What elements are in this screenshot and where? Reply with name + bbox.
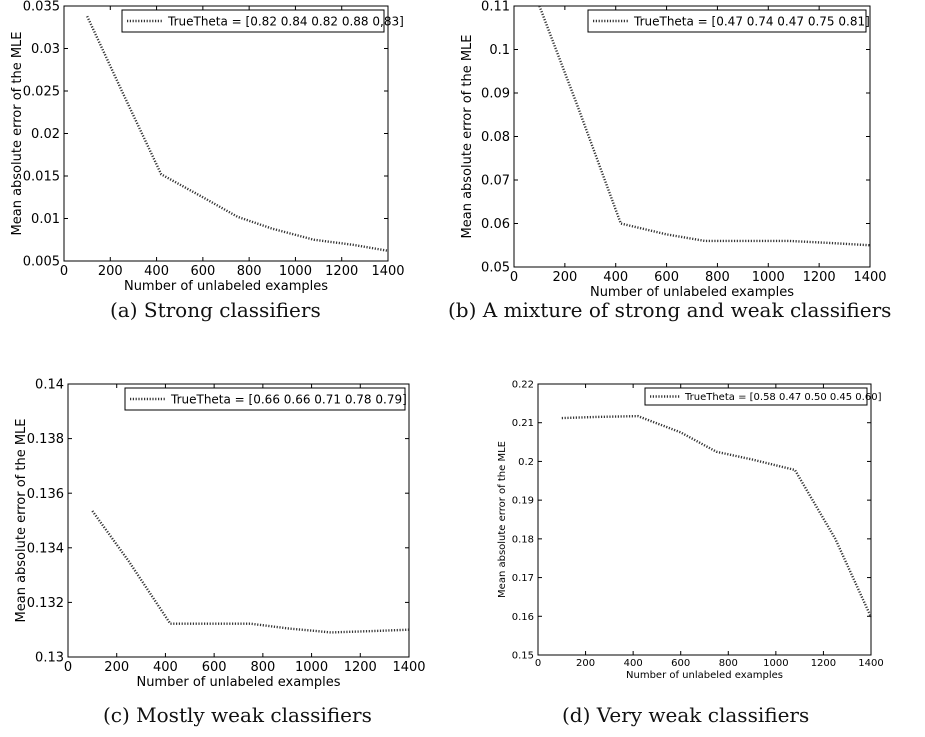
plot-frame: [63, 5, 389, 262]
plot-frame: [513, 5, 871, 268]
x-tick-label: 600: [190, 264, 215, 279]
legend-box: [121, 9, 385, 33]
series-line: [538, 5, 871, 247]
y-axis-label: Mean absolute error of the MLE: [497, 441, 508, 598]
x-tick-label: 1000: [279, 264, 312, 279]
x-axis-label: Number of unlabeled examples: [626, 670, 783, 681]
x-tick-label: 400: [144, 264, 169, 279]
legend-label: TrueTheta = [0.58 0.47 0.50 0.45 0.60]: [684, 392, 882, 403]
x-tick-label: 1000: [752, 270, 785, 285]
chart-panel-a: 0 200 400 600 800 1000 1200 1400 0.005 0.01 0.015 0…: [0, 0, 462, 340]
y-tick-label: 0.14: [35, 378, 64, 393]
y-tick-label: 0.015: [23, 170, 60, 185]
y-tick-label: 0.138: [27, 432, 64, 447]
x-axis-label: Number of unlabeled examples: [136, 675, 340, 690]
chart-panel-b: 0 200 400 600 800 1000 1200 1400 0.05 0.06 0.07 0.0…: [448, 0, 925, 340]
caption-b: (b) A mixture of strong and weak classif…: [448, 298, 892, 322]
x-tick-label: 1200: [344, 660, 377, 675]
y-tick-label: 0.11: [481, 0, 510, 15]
y-tick-label: 0.136: [27, 487, 64, 502]
y-tick-label: 0.01: [31, 212, 60, 227]
x-tick-label: 800: [705, 270, 730, 285]
legend-label: TrueTheta = [0.47 0.74 0.47 0.75 0.81]: [633, 14, 870, 28]
x-tick-label: 0: [60, 264, 68, 279]
y-axis-label: Mean absolute error of the MLE: [10, 32, 25, 236]
x-tick-label: 800: [250, 660, 275, 675]
y-tick-label: 0.15: [512, 651, 534, 662]
caption-d: (d) Very weak classifiers: [562, 703, 810, 727]
x-tick-label: 1400: [858, 658, 883, 669]
x-tick-label: 400: [624, 658, 643, 669]
y-tick-label: 0.132: [27, 596, 64, 611]
plot-b: 0 200 400 600 800 1000 1200 1400 0.05 0.06 0.07 0.0…: [460, 0, 886, 300]
y-tick-label: 0.02: [31, 127, 60, 142]
x-tick-label: 600: [654, 270, 679, 285]
legend-label: TrueTheta = [0.82 0.84 0.82 0.88 0,83]: [167, 14, 404, 28]
x-tick-label: 200: [576, 658, 595, 669]
plot-frame: [67, 383, 410, 658]
y-tick-label: 0.08: [481, 130, 510, 145]
y-tick-label: 0.134: [27, 541, 64, 556]
x-tick-label: 0: [535, 658, 541, 669]
y-tick-label: 0.22: [512, 380, 534, 391]
x-tick-label: 0: [64, 660, 72, 675]
x-tick-label: 1000: [295, 660, 328, 675]
legend-box: [587, 9, 867, 33]
y-tick-label: 0.18: [512, 534, 534, 545]
caption-a: (a) Strong classifiers: [110, 298, 321, 322]
y-tick-label: 0.21: [512, 418, 534, 429]
y-tick-label: 0.06: [481, 217, 510, 232]
x-tick-label: 200: [552, 270, 577, 285]
plot-d: 0 200 400 600 800 1000 1200 1400 0.15 0.16 0.17 0.1…: [497, 380, 884, 682]
chart-panel-c: 0 200 400 600 800 1000 1200 1400 0.13 0.132 0.134 0…: [0, 376, 462, 737]
y-tick-label: 0.16: [512, 612, 534, 623]
y-tick-label: 0.1: [489, 43, 510, 58]
x-tick-label: 800: [237, 264, 262, 279]
series-line: [561, 414, 873, 618]
y-tick-label: 0.07: [481, 174, 510, 189]
legend-box: [644, 387, 868, 406]
legend-box: [124, 387, 406, 411]
plot-a: 0 200 400 600 800 1000 1200 1400 0.005 0.01 0.015 0…: [10, 0, 404, 294]
y-axis-label: Mean absolute error of the MLE: [14, 419, 29, 623]
y-tick-label: 0.005: [23, 255, 60, 270]
y-tick-label: 0.13: [35, 651, 64, 666]
x-tick-label: 1400: [392, 660, 425, 675]
x-tick-label: 800: [719, 658, 738, 669]
x-tick-label: 1000: [763, 658, 788, 669]
x-tick-label: 1200: [811, 658, 836, 669]
legend-label: TrueTheta = [0.66 0.66 0.71 0.78 0.79]: [170, 392, 407, 406]
caption-c: (c) Mostly weak classifiers: [103, 703, 372, 727]
y-tick-label: 0.2: [518, 457, 534, 468]
x-axis-label: Number of unlabeled examples: [590, 285, 794, 300]
series-line: [91, 510, 410, 634]
x-tick-label: 1400: [371, 264, 404, 279]
x-tick-label: 0: [510, 270, 518, 285]
y-axis-label: Mean absolute error of the MLE: [460, 35, 475, 239]
y-tick-label: 0.025: [23, 85, 60, 100]
y-tick-label: 0.035: [23, 0, 60, 15]
x-tick-label: 600: [202, 660, 227, 675]
x-tick-label: 1200: [325, 264, 358, 279]
chart-panel-d: 0 200 400 600 800 1000 1200 1400 0.15 0.16 0.17 0.1…: [462, 376, 925, 737]
x-tick-label: 1200: [803, 270, 836, 285]
x-tick-label: 200: [104, 660, 129, 675]
y-tick-label: 0.03: [31, 42, 60, 57]
x-tick-label: 200: [98, 264, 123, 279]
plot-frame: [537, 383, 872, 656]
x-tick-label: 400: [153, 660, 178, 675]
y-tick-label: 0.17: [512, 573, 534, 584]
y-tick-label: 0.19: [512, 496, 534, 507]
plot-c: 0 200 400 600 800 1000 1200 1400 0.13 0.132 0.134 0…: [14, 378, 425, 690]
y-tick-label: 0.09: [481, 87, 510, 102]
x-axis-label: Number of unlabeled examples: [124, 279, 328, 294]
x-tick-label: 1400: [853, 270, 886, 285]
y-tick-label: 0.05: [481, 261, 510, 276]
x-tick-label: 600: [671, 658, 690, 669]
x-tick-label: 400: [603, 270, 628, 285]
series-line: [86, 15, 389, 252]
